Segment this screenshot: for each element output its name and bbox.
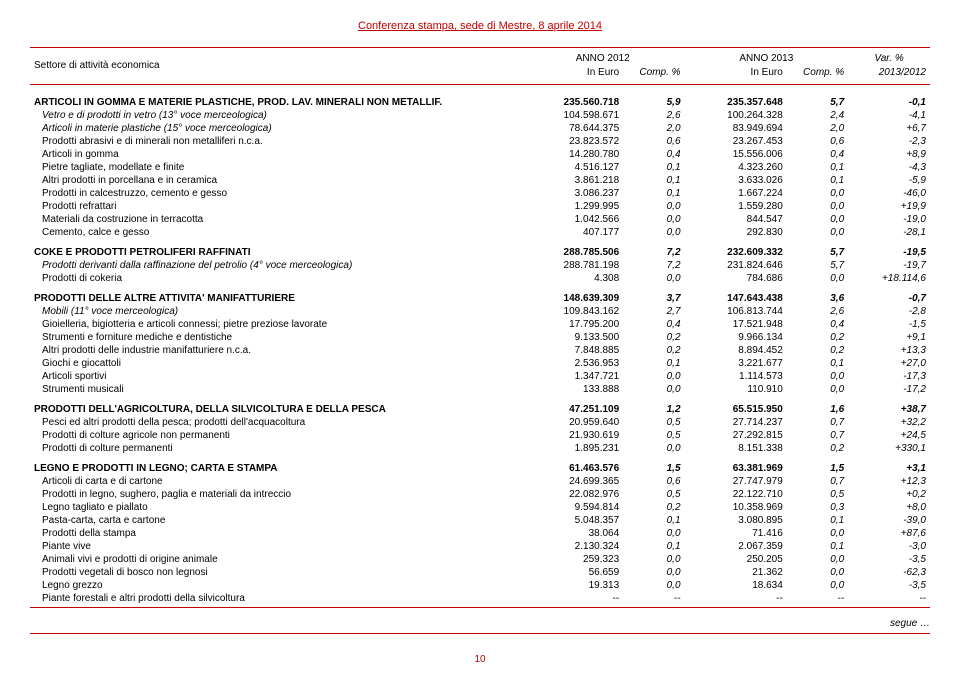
data-row: Prodotti di colture agricole non permane… xyxy=(30,429,930,442)
data-row: Prodotti refrattari1.299.9950,01.559.280… xyxy=(30,200,930,213)
data-row: Prodotti della stampa38.0640,071.4160,0+… xyxy=(30,527,930,540)
section-row: PRODOTTI DELLE ALTRE ATTIVITA' MANIFATTU… xyxy=(30,285,930,305)
data-row: Piante vive2.130.3240,12.067.3590,1-3,0 xyxy=(30,540,930,553)
divider-bottom xyxy=(30,633,930,634)
segue-text: segue … xyxy=(30,618,930,629)
comp1-header: Comp. % xyxy=(623,66,684,80)
var-years-header: 2013/2012 xyxy=(848,66,930,80)
section-row: ARTICOLI IN GOMMA E MATERIE PLASTICHE, P… xyxy=(30,89,930,109)
data-row: Altri prodotti delle industrie manifattu… xyxy=(30,344,930,357)
data-row: Pietre tagliate, modellate e finite4.516… xyxy=(30,161,930,174)
data-row: Prodotti derivanti dalla raffinazione de… xyxy=(30,259,930,272)
eur2-header: In Euro xyxy=(685,66,787,80)
data-row: Legno tagliato e piallato9.594.8140,210.… xyxy=(30,501,930,514)
section-row: COKE E PRODOTTI PETROLIFERI RAFFINATI288… xyxy=(30,239,930,259)
year2-header: ANNO 2013 xyxy=(685,52,849,66)
data-row: Articoli sportivi1.347.7210,01.114.5730,… xyxy=(30,370,930,383)
eur1-header: In Euro xyxy=(521,66,623,80)
data-row: Articoli di carta e di cartone24.699.365… xyxy=(30,475,930,488)
data-row: Cemento, calce e gesso407.1770,0292.8300… xyxy=(30,226,930,239)
data-row: Materiali da costruzione in terracotta1.… xyxy=(30,213,930,226)
data-row: Altri prodotti in porcellana e in cerami… xyxy=(30,174,930,187)
col-label-header: Settore di attività economica xyxy=(30,52,521,80)
data-row: Legno grezzo19.3130,018.6340,0-3,5 xyxy=(30,579,930,592)
data-table: Settore di attività economica ANNO 2012 … xyxy=(30,52,930,605)
data-row: Prodotti in calcestruzzo, cemento e gess… xyxy=(30,187,930,200)
page-header: Conferenza stampa, sede di Mestre, 8 apr… xyxy=(30,20,930,32)
data-row: Prodotti di colture permanenti1.895.2310… xyxy=(30,442,930,455)
data-row: Vetro e di prodotti in vetro (13° voce m… xyxy=(30,109,930,122)
data-row: Gioielleria, bigiotteria e articoli conn… xyxy=(30,318,930,331)
section-row: LEGNO E PRODOTTI IN LEGNO; CARTA E STAMP… xyxy=(30,455,930,475)
data-row: Articoli in materie plastiche (15° voce … xyxy=(30,122,930,135)
data-row: Giochi e giocattoli2.536.9530,13.221.677… xyxy=(30,357,930,370)
data-row: Mobili (11° voce merceologica)109.843.16… xyxy=(30,305,930,318)
data-row: Articoli in gomma14.280.7800,415.556.006… xyxy=(30,148,930,161)
section-row: PRODOTTI DELL'AGRICOLTURA, DELLA SILVICO… xyxy=(30,396,930,416)
data-row: Strumenti musicali133.8880,0110.9100,0-1… xyxy=(30,383,930,396)
data-row: Prodotti vegetali di bosco non legnosi56… xyxy=(30,566,930,579)
year1-header: ANNO 2012 xyxy=(521,52,685,66)
data-row: Strumenti e forniture mediche e dentisti… xyxy=(30,331,930,344)
data-row: Pesci ed altri prodotti della pesca; pro… xyxy=(30,416,930,429)
data-row: Prodotti in legno, sughero, paglia e mat… xyxy=(30,488,930,501)
divider xyxy=(30,47,930,48)
data-row: Animali vivi e prodotti di origine anima… xyxy=(30,553,930,566)
divider-mid xyxy=(30,607,930,608)
data-row: Prodotti abrasivi e di minerali non meta… xyxy=(30,135,930,148)
data-row: Pasta-carta, carta e cartone5.048.3570,1… xyxy=(30,514,930,527)
data-row: Prodotti di cokeria4.3080,0784.6860,0+18… xyxy=(30,272,930,285)
data-row: Piante forestali e altri prodotti della … xyxy=(30,592,930,605)
comp2-header: Comp. % xyxy=(787,66,848,80)
var-header: Var. % xyxy=(848,52,930,66)
